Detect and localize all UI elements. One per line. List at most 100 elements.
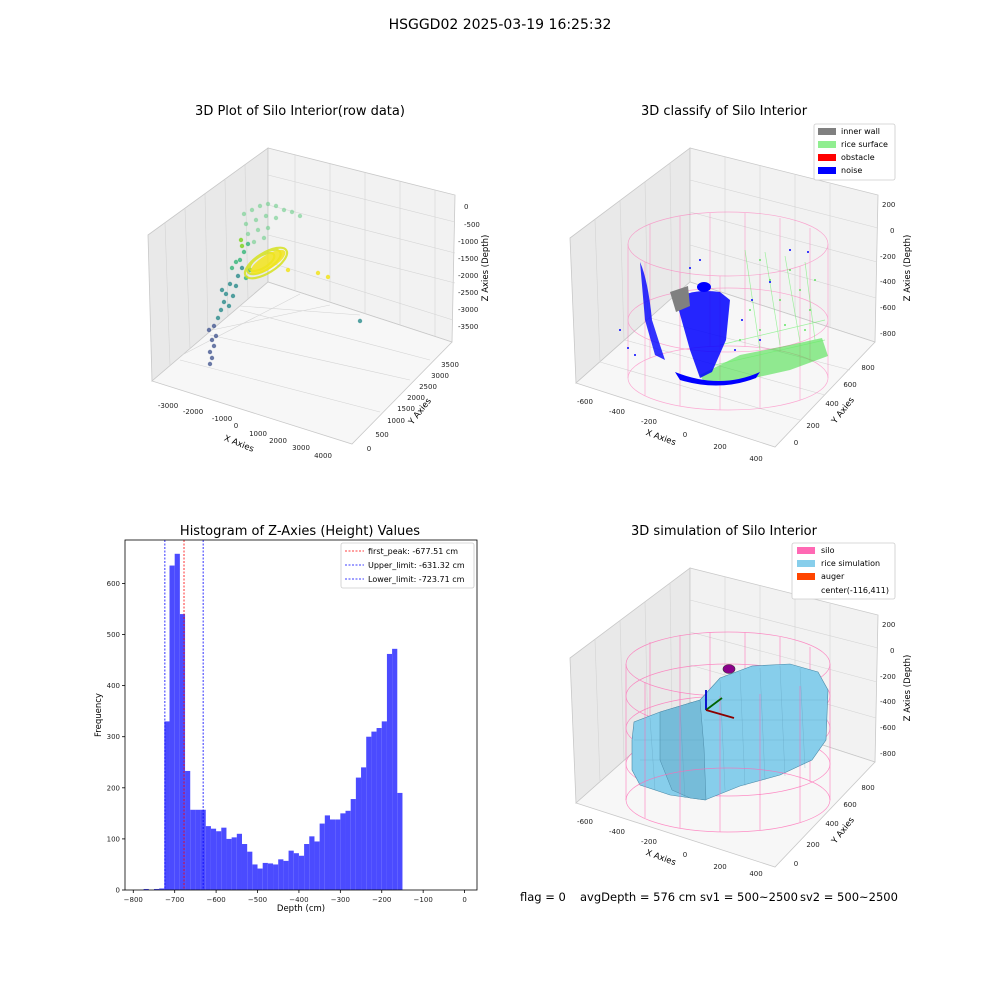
histogram-xtick-label: −600 xyxy=(206,896,225,904)
raw-xtick: 2000 xyxy=(269,437,287,445)
histogram-bar xyxy=(241,844,248,890)
raw-xtick: -2000 xyxy=(183,408,203,416)
histogram-bar xyxy=(288,850,294,890)
histogram-vlines xyxy=(164,540,204,890)
simulation-legend: silo rice simulation auger center(-116,4… xyxy=(791,542,896,600)
simulation-ytick: 400 xyxy=(825,820,838,828)
raw-ztick: -1500 xyxy=(458,255,478,263)
histogram-bar xyxy=(273,864,279,890)
classify-ytick: 600 xyxy=(843,381,856,389)
histogram-ytick-label: 300 xyxy=(107,733,120,741)
histogram-xtick-label: −700 xyxy=(165,896,184,904)
histogram-bar xyxy=(195,809,201,890)
histogram-bar xyxy=(376,728,382,890)
histogram-xtick-label: −800 xyxy=(124,896,143,904)
histogram-bar xyxy=(143,888,149,890)
legend-label-lower-limit: Lower_limit: -723.71 cm xyxy=(368,575,465,584)
raw-ztick: -1000 xyxy=(458,238,478,246)
classify-ztick: -400 xyxy=(880,278,896,286)
histogram-bar xyxy=(252,864,258,890)
simulation-xtick: -600 xyxy=(577,818,593,826)
classify-xlabel: X Axies xyxy=(644,428,677,448)
histogram-bar xyxy=(267,863,274,890)
raw-xtick: 0 xyxy=(234,422,238,430)
raw-ytick: 2000 xyxy=(407,394,425,402)
classify-ytick: 0 xyxy=(794,439,798,447)
raw-ytick: 1000 xyxy=(387,417,405,425)
legend-swatch-noise xyxy=(818,167,836,174)
histogram-bar xyxy=(293,853,299,890)
histogram-bar xyxy=(210,828,217,890)
legend-label-obstacle: obstacle xyxy=(841,153,875,162)
histogram-bar xyxy=(153,888,160,890)
histogram-chart: −800 −700 −600 −500 −400 −300 −200 −100 0 0 100 20… xyxy=(94,539,478,914)
rice-simulation-surface xyxy=(631,663,829,801)
histogram-bar xyxy=(278,859,284,890)
raw-points xyxy=(206,201,363,367)
simulation-plot-title: 3D simulation of Silo Interior xyxy=(631,524,817,539)
raw-3d-plot: -3000 -2000 -1000 0 1000 2000 3000 4000 … xyxy=(147,147,491,460)
simulation-ytick: 0 xyxy=(794,860,798,868)
histogram-bar xyxy=(309,836,315,890)
histogram-bar xyxy=(314,841,320,890)
histogram-bar xyxy=(159,888,165,890)
legend-swatch-inner-wall xyxy=(818,128,836,135)
raw-xtick: -1000 xyxy=(212,415,232,423)
histogram-bar xyxy=(319,823,325,890)
raw-ytick: 0 xyxy=(367,445,371,453)
histogram-bar xyxy=(397,792,403,890)
legend-swatch-rice-simulation xyxy=(797,560,815,567)
classify-legend: inner wall rice surface obstacle noise xyxy=(813,123,896,181)
histogram-bar xyxy=(190,809,196,890)
histogram-bar xyxy=(179,614,186,890)
simulation-xlabel: X Axies xyxy=(644,848,677,868)
simulation-ytick: 200 xyxy=(806,841,819,849)
histogram-ytick-label: 100 xyxy=(107,835,120,843)
raw-plot-title: 3D Plot of Silo Interior(row data) xyxy=(195,104,405,119)
legend-swatch-obstacle xyxy=(818,154,836,161)
histogram-bar xyxy=(340,813,346,890)
classify-3d-plot: -600 -400 -200 0 200 400 0 200 400 600 8… xyxy=(569,123,913,463)
histogram-xticks: −800 −700 −600 −500 −400 −300 −200 −100 0 xyxy=(124,890,467,904)
classify-xtick: -600 xyxy=(577,398,593,406)
raw-ztick: -2500 xyxy=(458,289,478,297)
legend-label-rice-simulation: rice simulation xyxy=(821,559,880,568)
histogram-bar xyxy=(283,860,289,890)
simulation-3d-plot: -600 -400 -200 0 200 400 0 200 400 600 8… xyxy=(569,542,913,878)
center-axes-marker xyxy=(705,690,735,719)
histogram-bar xyxy=(355,777,362,890)
histogram-bar xyxy=(298,855,305,890)
histogram-ytick-label: 600 xyxy=(107,580,120,588)
simulation-ztick: -400 xyxy=(880,698,896,706)
classify-zlabel: Z Axies (Depth) xyxy=(903,235,913,302)
simulation-xtick: 200 xyxy=(713,863,726,871)
histogram-xtick-label: 0 xyxy=(462,896,466,904)
simulation-xtick: 400 xyxy=(749,870,762,878)
classify-xtick: 200 xyxy=(713,443,726,451)
simulation-ytick: 600 xyxy=(843,801,856,809)
histogram-bar xyxy=(392,648,398,890)
raw-ytick: 2500 xyxy=(419,383,437,391)
histogram-bar xyxy=(366,736,372,890)
histogram-title: Histogram of Z-Axies (Height) Values xyxy=(179,524,421,539)
histogram-bar xyxy=(262,862,268,890)
histogram-bar xyxy=(335,819,341,890)
histogram-xtick-label: −200 xyxy=(372,896,391,904)
simulation-xtick: 0 xyxy=(683,851,687,859)
histogram-ytick-label: 400 xyxy=(107,682,120,690)
raw-xtick: -3000 xyxy=(158,402,178,410)
classify-ytick: 800 xyxy=(861,364,874,372)
sv1-text: sv1 = 500~2500 xyxy=(700,890,798,904)
histogram-bar xyxy=(216,831,222,890)
flag-text: flag = 0 xyxy=(520,890,566,904)
histogram-ytick-label: 500 xyxy=(107,631,120,639)
histogram-bar xyxy=(236,833,242,890)
legend-label-auger: auger xyxy=(821,572,845,581)
simulation-ztick: -200 xyxy=(880,673,896,681)
histogram-bar xyxy=(329,819,336,890)
histogram-bar xyxy=(324,815,330,890)
histogram-bar xyxy=(185,770,191,890)
raw-xtick: 4000 xyxy=(314,452,332,460)
simulation-ytick: 800 xyxy=(861,784,874,792)
histogram-bar xyxy=(164,721,170,890)
